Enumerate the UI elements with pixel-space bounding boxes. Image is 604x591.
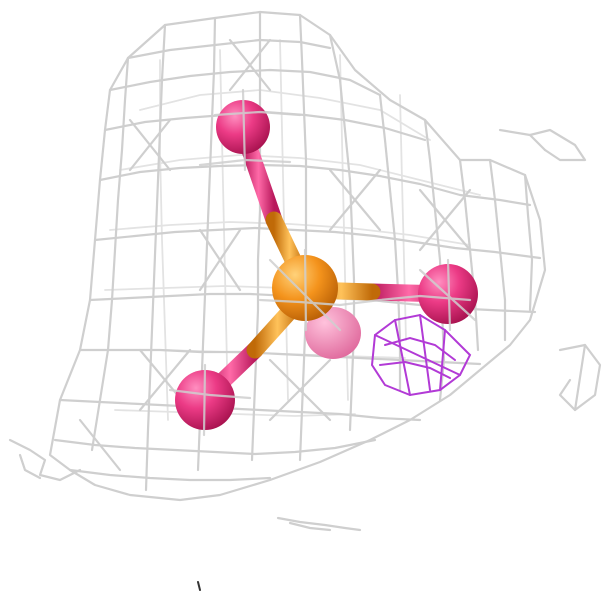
mesh-fragment-right [558, 343, 602, 412]
difference-density-mesh [370, 313, 472, 397]
mesh-fragment-bottom [276, 516, 362, 532]
oxygen-atom-back[interactable] [305, 307, 361, 359]
mesh-fragment-left [8, 438, 82, 482]
density-mesh-front [168, 88, 477, 437]
mesh-fragment-top-right [498, 128, 587, 162]
mesh-fragment-tiny [197, 581, 201, 591]
ligand-molecule[interactable] [175, 100, 478, 430]
